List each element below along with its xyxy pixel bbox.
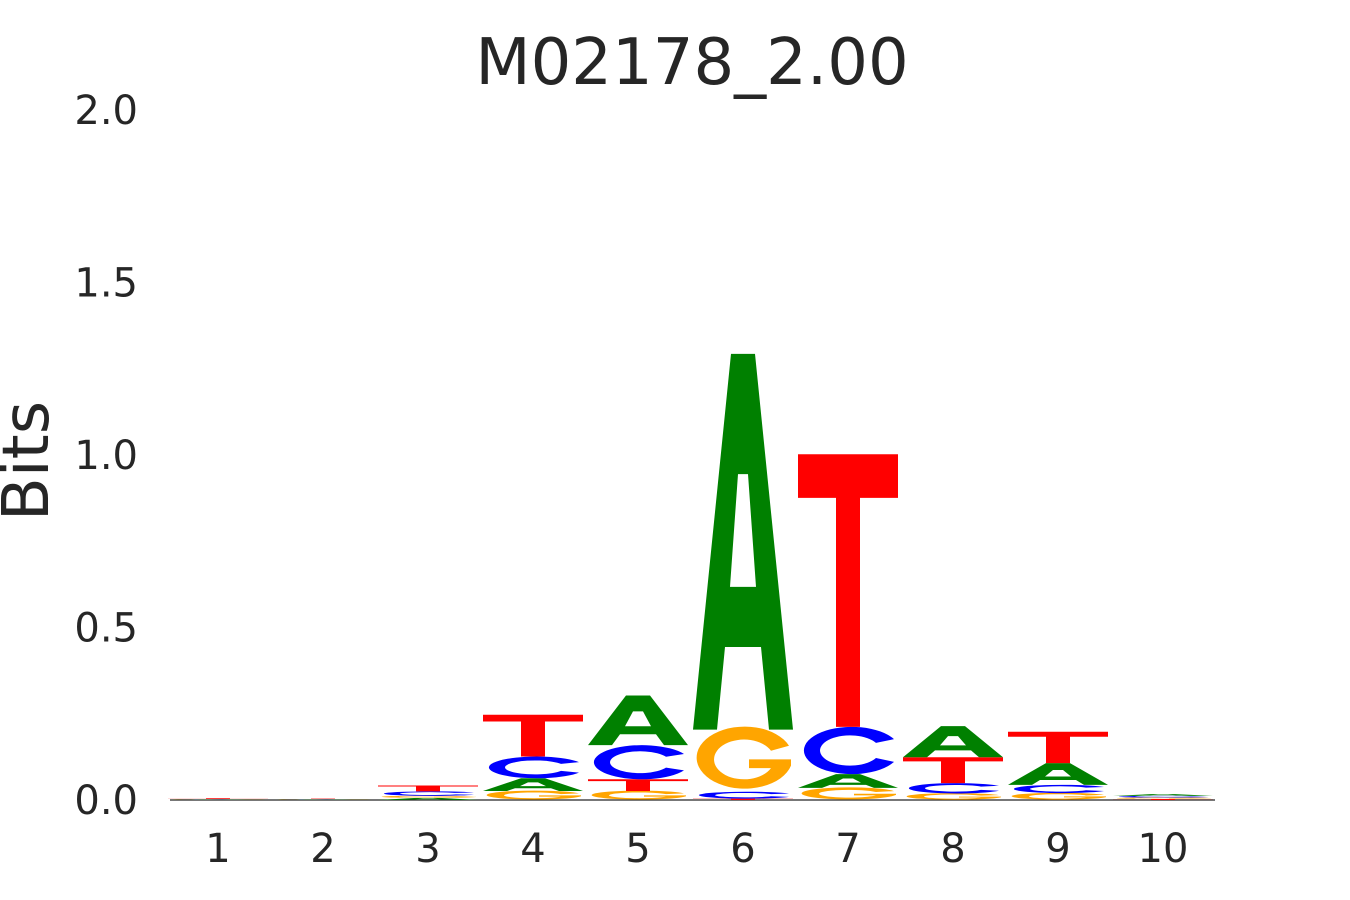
logo-letter-t-pos-5	[588, 779, 688, 792]
logo-letter-a-pos-3	[378, 797, 478, 800]
logo-letter-c-pos-3	[383, 791, 474, 796]
y-axis-ticks: 0.0 0.5 1.0 1.5 2.0	[74, 88, 138, 824]
logo-letter-t-pos-8	[903, 757, 1003, 784]
logo-letter-g-pos-8	[906, 793, 1001, 800]
logo-letter-g-pos-4	[486, 790, 581, 800]
x-tick-label: 8	[940, 826, 965, 872]
x-tick-label: 2	[310, 826, 335, 872]
x-tick-label: 5	[625, 826, 650, 872]
logo-letter-t-pos-9	[1008, 731, 1108, 764]
y-tick-label: 0.5	[74, 606, 138, 652]
logo-letter-c-pos-8	[908, 783, 999, 794]
logo-letter-g-pos-5	[591, 790, 686, 800]
logo-letter-a-pos-5	[588, 695, 688, 746]
y-tick-label: 1.5	[74, 261, 138, 307]
chart-title: M02178_2.00	[475, 26, 908, 100]
logo-letter-a-pos-8	[903, 726, 1003, 758]
logo-letter-t-pos-10	[1113, 798, 1213, 800]
x-axis-ticks: 1 2 3 4 5 6 7 8 9 10	[205, 826, 1188, 872]
logo-letter-t-pos-4	[483, 714, 583, 757]
logo-letter-c-pos-9	[1013, 784, 1104, 794]
x-tick-label: 1	[205, 826, 230, 872]
logo-letter-g-pos-7	[801, 787, 896, 800]
logo-letter-a-pos-9	[1008, 763, 1108, 785]
logo-letter-c-pos-10	[1118, 795, 1209, 798]
logo-letter-a-pos-6	[693, 353, 793, 730]
logo-letter-stacks	[168, 353, 1213, 800]
x-tick-label: 4	[520, 826, 545, 872]
logo-letter-a-pos-7	[798, 774, 898, 788]
logo-letter-g-pos-3	[381, 795, 476, 798]
x-tick-label: 6	[730, 826, 755, 872]
logo-letter-a-pos-10	[1113, 794, 1213, 796]
y-tick-label: 2.0	[74, 88, 138, 134]
y-tick-label: 1.0	[74, 433, 138, 479]
logo-letter-g-pos-9	[1011, 792, 1106, 800]
logo-letter-g-pos-6	[696, 726, 791, 789]
logo-letter-g-pos-10	[1116, 797, 1211, 799]
logo-letter-c-pos-4	[488, 756, 579, 779]
x-tick-label: 10	[1138, 826, 1189, 872]
y-axis-label: Bits	[0, 401, 64, 521]
logo-letter-c-pos-5	[593, 745, 684, 780]
logo-letter-t-pos-3	[378, 785, 478, 792]
x-tick-label: 3	[415, 826, 440, 872]
logo-letter-c-pos-6	[698, 791, 789, 799]
logo-letter-t-pos-6	[693, 798, 793, 800]
x-tick-label: 7	[835, 826, 860, 872]
logo-letter-c-pos-7	[803, 726, 894, 775]
logo-letter-a-pos-4	[483, 778, 583, 792]
logo-letter-t-pos-1	[168, 798, 268, 799]
y-tick-label: 0.0	[74, 778, 138, 824]
logo-letter-t-pos-7	[798, 454, 898, 727]
x-tick-label: 9	[1045, 826, 1070, 872]
